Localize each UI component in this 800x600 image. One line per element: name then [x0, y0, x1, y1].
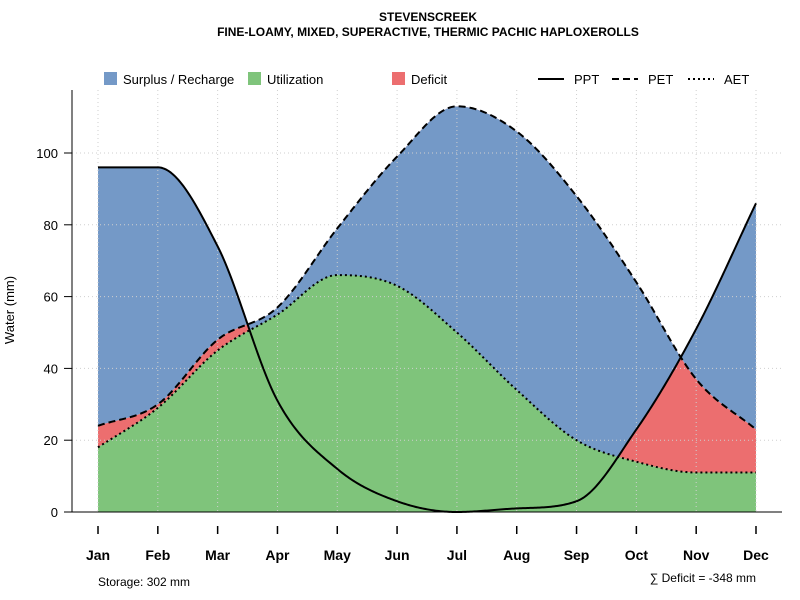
legend-swatch-deficit	[392, 72, 405, 85]
deficit-note: ∑ Deficit = -348 mm	[650, 571, 756, 585]
y-tick-label-1: 20	[44, 433, 58, 448]
storage-note: Storage: 302 mm	[98, 575, 190, 589]
legend-label-aet: AET	[724, 72, 749, 87]
x-tick-label-apr: Apr	[265, 547, 290, 563]
legend: Surplus / Recharge Utilization Deficit P…	[104, 72, 749, 87]
x-tick-label-nov: Nov	[683, 547, 710, 563]
y-tick-label-4: 80	[44, 218, 58, 233]
x-tick-label-may: May	[324, 547, 351, 563]
plot-area: 0 20 40 60 80 100 Jan Feb Mar Apr May Jun Jul Aug Sep O…	[36, 90, 782, 563]
legend-swatch-surplus	[104, 72, 117, 85]
y-tick-label-0: 0	[51, 505, 58, 520]
y-tick-label-2: 40	[44, 361, 58, 376]
x-tick-label-feb: Feb	[145, 547, 170, 563]
legend-label-utilization: Utilization	[267, 72, 323, 87]
legend-label-pet: PET	[648, 72, 673, 87]
x-tick-label-jan: Jan	[86, 547, 110, 563]
series-line-aet	[97, 274, 756, 474]
utilization-area	[98, 275, 756, 512]
legend-swatch-utilization	[248, 72, 261, 85]
x-tick-label-jun: Jun	[385, 547, 410, 563]
series-line-ppt	[98, 166, 757, 513]
chart-subtitle: FINE-LOAMY, MIXED, SUPERACTIVE, THERMIC …	[217, 25, 639, 39]
x-tick-label-mar: Mar	[205, 547, 230, 563]
x-tick-label-sep: Sep	[564, 547, 590, 563]
y-tick-label-5: 100	[36, 146, 58, 161]
legend-label-deficit: Deficit	[411, 72, 448, 87]
x-tick-label-oct: Oct	[625, 547, 649, 563]
chart-title: STEVENSCREEK	[379, 10, 477, 24]
x-tick-label-aug: Aug	[503, 547, 530, 563]
y-axis-label: Water (mm)	[2, 276, 17, 344]
y-tick-label-3: 60	[44, 290, 58, 305]
legend-label-surplus: Surplus / Recharge	[123, 72, 234, 87]
x-tick-label-jul: Jul	[447, 547, 467, 563]
legend-label-ppt: PPT	[574, 72, 599, 87]
series-line-pet	[97, 105, 757, 431]
x-tick-label-dec: Dec	[743, 547, 769, 563]
